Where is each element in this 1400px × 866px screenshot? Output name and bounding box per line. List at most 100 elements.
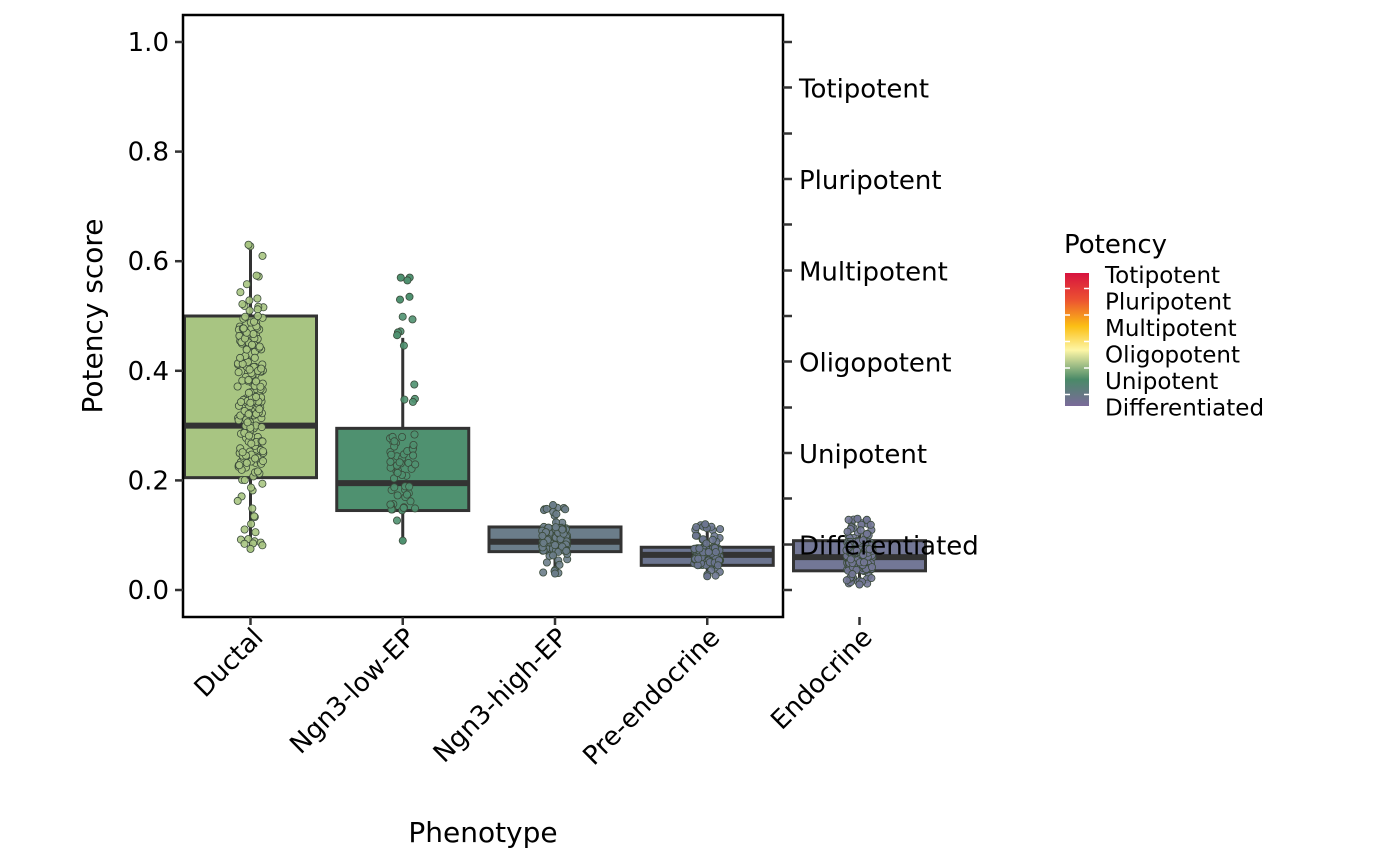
data-point <box>389 474 398 483</box>
data-point <box>398 312 407 321</box>
data-point <box>561 505 570 514</box>
jitter-points <box>538 501 572 578</box>
data-point <box>859 536 868 545</box>
data-point <box>848 570 857 579</box>
right-axis-label: Totipotent <box>798 74 929 104</box>
outlier-point <box>403 276 412 285</box>
jitter-points <box>386 273 420 545</box>
data-point <box>256 382 265 391</box>
data-point <box>844 515 853 524</box>
legend-label: Pluripotent <box>1105 290 1231 316</box>
data-point <box>393 491 402 500</box>
plot-area <box>183 240 927 589</box>
legend-label: Unipotent <box>1105 369 1218 395</box>
right-axis-label: Pluripotent <box>799 166 942 196</box>
data-point <box>258 457 267 466</box>
data-point <box>842 576 851 585</box>
data-point <box>258 541 267 550</box>
data-point <box>542 558 551 567</box>
data-point <box>244 410 253 419</box>
data-point <box>248 504 257 513</box>
box-group-endocrine <box>792 514 927 589</box>
data-point <box>247 520 256 529</box>
data-point <box>236 288 245 297</box>
data-point <box>242 280 251 289</box>
data-point <box>236 397 245 406</box>
data-point <box>398 432 407 441</box>
box-group-ductal <box>183 240 318 553</box>
data-point <box>843 527 852 536</box>
legend-title: Potency <box>1064 230 1167 260</box>
data-point <box>856 526 865 535</box>
data-point <box>235 461 244 470</box>
jitter-points <box>690 520 725 581</box>
data-point <box>250 353 259 362</box>
data-point <box>538 531 547 540</box>
y-tick-label: 0.6 <box>128 247 169 277</box>
data-point <box>399 503 408 512</box>
data-point <box>392 516 401 525</box>
data-point <box>539 538 548 547</box>
data-point <box>249 329 258 338</box>
data-point <box>390 437 399 446</box>
data-point <box>244 388 253 397</box>
y-tick-label: 0.0 <box>128 576 169 606</box>
data-point <box>396 273 405 282</box>
data-point <box>387 450 396 459</box>
outlier-point <box>405 292 414 301</box>
data-point <box>562 546 571 555</box>
data-point <box>251 377 260 386</box>
data-point <box>258 251 267 260</box>
data-point <box>865 545 874 554</box>
right-axis-label: Differentiated <box>799 532 979 562</box>
data-point <box>406 497 415 506</box>
data-point <box>542 504 551 513</box>
data-point <box>258 479 267 488</box>
data-point <box>551 541 560 550</box>
data-point <box>703 572 712 581</box>
data-point <box>863 529 872 538</box>
data-point <box>250 512 259 521</box>
y-tick-label: 1.0 <box>128 28 169 58</box>
x-tick-label: Endocrine <box>765 623 878 736</box>
data-point <box>247 439 256 448</box>
data-point <box>692 523 701 532</box>
legend-label: Oligopotent <box>1105 343 1240 369</box>
jitter-points <box>842 514 877 589</box>
data-point <box>539 568 548 577</box>
data-point <box>711 548 720 557</box>
data-point <box>251 528 260 537</box>
data-point <box>386 457 395 466</box>
data-point <box>253 311 262 320</box>
data-point <box>549 551 558 560</box>
data-point <box>701 520 710 529</box>
data-point <box>258 447 267 456</box>
data-point <box>691 531 700 540</box>
data-point <box>390 483 399 492</box>
data-point <box>245 306 254 315</box>
data-point <box>398 536 407 545</box>
x-tick-label: Ductal <box>189 623 270 704</box>
data-point <box>386 500 395 509</box>
legend-label: Differentiated <box>1105 396 1264 422</box>
data-point <box>555 560 564 569</box>
data-point <box>252 392 261 401</box>
data-point <box>257 364 266 373</box>
data-point <box>704 548 713 557</box>
data-point <box>868 563 877 572</box>
data-point <box>242 458 251 467</box>
data-point <box>714 561 723 570</box>
data-point <box>233 382 242 391</box>
right-axis-label: Unipotent <box>799 440 927 470</box>
data-point <box>243 418 252 427</box>
data-point <box>866 520 875 529</box>
data-point <box>855 580 864 589</box>
box-group-pre-endocrine <box>639 520 775 581</box>
data-point <box>249 317 258 326</box>
y-tick-label: 0.4 <box>128 357 169 387</box>
data-point <box>410 430 419 439</box>
data-point <box>251 454 260 463</box>
data-point <box>244 240 253 249</box>
y-tick-label: 0.2 <box>128 466 169 496</box>
